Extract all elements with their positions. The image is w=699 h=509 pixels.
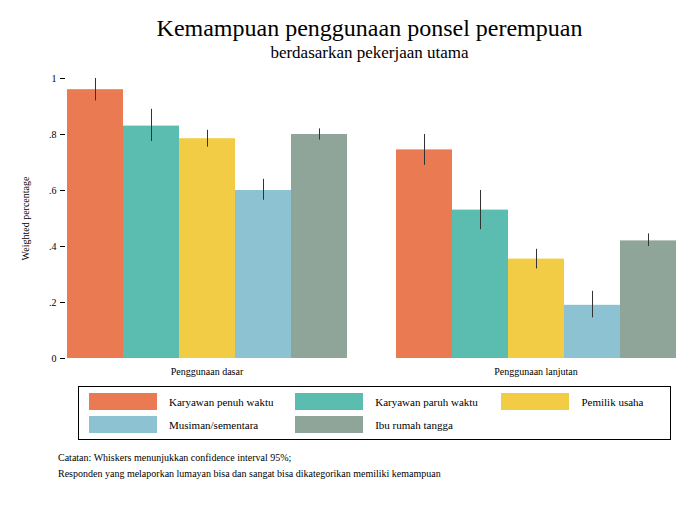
svg-text:.6: .6 [49, 185, 57, 196]
svg-text:.8: .8 [49, 129, 57, 140]
svg-text:.4: .4 [49, 241, 57, 252]
html-text:berdasarkan pekerjaan utama: berdasarkan pekerjaan utama [270, 43, 469, 62]
svg-text:1: 1 [52, 73, 57, 84]
html-text:Pemilik usaha: Pemilik usaha [581, 395, 644, 408]
svg-text:.2: .2 [49, 297, 57, 308]
html-text:Ibu rumah tangga: Ibu rumah tangga [375, 418, 453, 431]
html-text:Karyawan paruh waktu: Karyawan paruh waktu [375, 395, 478, 408]
svg-text:Weighted percentage: Weighted percentage [20, 176, 31, 260]
svg-text:Penggunaan lanjutan: Penggunaan lanjutan [494, 366, 578, 377]
html-text:Responden yang melaporkan luma: Responden yang melaporkan lumayan bisa d… [58, 468, 441, 479]
html-text:Musiman/sementara: Musiman/sementara [169, 418, 259, 431]
svg-text:Penggunaan dasar: Penggunaan dasar [171, 366, 244, 377]
svg-text:0: 0 [52, 353, 57, 364]
html-text:Karyawan penuh waktu: Karyawan penuh waktu [169, 395, 274, 408]
html-text:Catatan: Whiskers menunjukkan: Catatan: Whiskers menunjukkan confidence… [58, 452, 292, 463]
html-text:Kemampuan penggunaan ponsel pe: Kemampuan penggunaan ponsel perempuan [156, 15, 583, 41]
